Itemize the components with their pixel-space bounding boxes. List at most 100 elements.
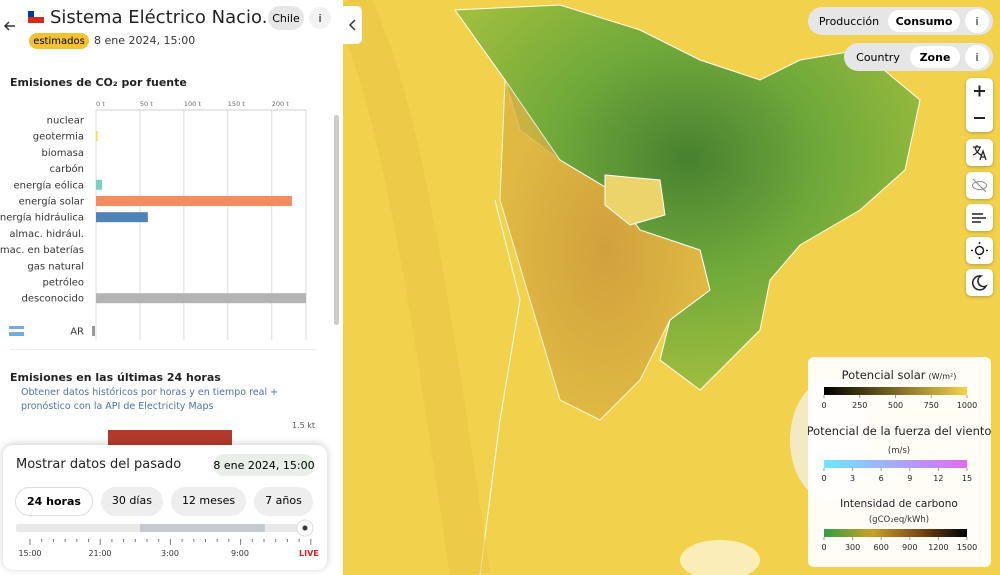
time-label: 3:00 xyxy=(161,549,179,558)
info-button[interactable]: i xyxy=(965,9,989,33)
bar xyxy=(96,293,306,304)
info-button[interactable]: i xyxy=(309,7,331,29)
category-label: energía eólica xyxy=(14,179,84,191)
x-tick-label: 150 t xyxy=(228,100,245,108)
datetime: 8 ene 2024, 15:00 xyxy=(94,34,196,47)
bar xyxy=(96,131,98,142)
time-label: 15:00 xyxy=(18,549,41,558)
range-buttons: 24 horas 30 días 12 meses 7 años xyxy=(15,487,313,516)
timeline-range[interactable] xyxy=(140,524,265,532)
time-label: 21:00 xyxy=(88,549,111,558)
country-button[interactable]: Chile xyxy=(268,6,304,30)
chart-title: Emisiones de CO₂ por fuente xyxy=(10,76,187,89)
sun-icon xyxy=(302,525,308,531)
language-button[interactable] xyxy=(966,139,993,166)
x-tick-label: 200 t xyxy=(272,100,289,108)
toggle-option[interactable]: Zone xyxy=(910,46,960,68)
category-label: geotermia xyxy=(33,132,84,143)
bar xyxy=(96,179,103,190)
range-button[interactable]: 30 días xyxy=(100,487,163,516)
toggle-option[interactable]: Country xyxy=(856,50,900,64)
scope-toggle: Country Zone i xyxy=(844,43,993,71)
estimated-badge: estimados xyxy=(29,33,89,49)
legend-tick-label: 300 xyxy=(845,543,860,552)
category-label: biomasa xyxy=(42,148,84,159)
legend-tick-label: 1500 xyxy=(957,543,977,552)
legend-scale xyxy=(824,529,967,537)
category-label: almac. hidrául. xyxy=(9,228,84,240)
past-title: Mostrar datos del pasado xyxy=(16,457,182,472)
theme-button[interactable] xyxy=(966,269,993,296)
legend-unit: (m/s) xyxy=(888,446,910,456)
live-label: LIVE xyxy=(299,549,319,558)
bar xyxy=(96,212,148,223)
solar-button[interactable] xyxy=(966,237,993,264)
legend-scale xyxy=(824,387,967,395)
timeline: 15:00 21:00 3:00 9:00 LIVE xyxy=(16,519,319,558)
legend-scale xyxy=(824,460,967,468)
past-datetime: 8 ene 2024, 15:00 xyxy=(213,454,315,476)
legend-tick-label: 0 xyxy=(821,474,826,483)
history-title: Emisiones en las últimas 24 horas xyxy=(10,371,221,384)
legend-tick-label: 15 xyxy=(962,474,972,483)
history-bars xyxy=(108,430,232,445)
range-button[interactable]: 24 horas xyxy=(15,487,93,516)
y-tick-label: 1.5 kt xyxy=(292,421,316,430)
category-label: desconocido xyxy=(21,294,84,305)
category-label: nuclear xyxy=(47,116,85,127)
legend-tick-label: 0 xyxy=(821,543,826,552)
range-button[interactable]: 7 años xyxy=(254,487,313,516)
legend-tick-label: 500 xyxy=(888,401,903,410)
x-tick-label: 50 t xyxy=(140,100,153,108)
range-button[interactable]: 12 meses xyxy=(170,487,247,516)
legend-tick-label: 3 xyxy=(850,474,855,483)
legend-title-text: Potencial solar xyxy=(842,368,926,382)
api-link[interactable]: Obtener datos históricos por horas y en … xyxy=(21,387,279,412)
x-tick-label: 100 t xyxy=(184,100,201,108)
wind-button[interactable] xyxy=(966,204,993,231)
category-label: AR xyxy=(70,327,84,338)
mode-toggle: Producción Consumo i xyxy=(808,7,993,35)
legend-unit: (gCO₂eq/kWh) xyxy=(869,515,929,525)
category-label: energía solar xyxy=(19,196,85,208)
scrollbar[interactable] xyxy=(334,115,339,325)
legend-tick-label: 1200 xyxy=(928,543,948,552)
emissions-chart: 0 t 50 t 100 t 150 t 200 t nuclear geotermia bi… xyxy=(0,100,307,340)
exchange-marker xyxy=(92,326,95,336)
legend-tick-label: 750 xyxy=(924,401,939,410)
zoom-controls xyxy=(966,78,993,132)
zoom-in[interactable] xyxy=(974,85,985,97)
time-label: 9:00 xyxy=(231,549,249,558)
legend-unit: (W/m²) xyxy=(929,372,957,381)
legend-tick-label: 6 xyxy=(879,474,884,483)
divider xyxy=(10,349,316,350)
legend-tick-label: 9 xyxy=(907,474,912,483)
zone-title: Sistema Eléctrico Nacio... xyxy=(50,7,279,28)
category-label: energía hidráulica xyxy=(0,212,84,224)
flag-stripe xyxy=(9,329,24,332)
legend-tick-label: 12 xyxy=(933,474,943,483)
collapse-button[interactable] xyxy=(343,6,362,44)
category-label: gas natural xyxy=(27,261,84,272)
info-button[interactable]: i xyxy=(965,45,989,69)
back-arrow[interactable] xyxy=(2,18,18,34)
toggle-option[interactable]: Consumo xyxy=(888,10,960,32)
legend-panel: Potencial solar (W/m²) 0 250 500 750 1000 Poten… xyxy=(808,357,991,567)
legend-tick-label: 900 xyxy=(902,543,917,552)
category-label: carbón xyxy=(49,163,84,175)
category-label: almac. en baterías xyxy=(0,244,84,256)
x-tick-label: 0 t xyxy=(96,100,105,108)
bar xyxy=(96,196,292,206)
side-panel: Sistema Eléctrico Nacio... Chile i estim… xyxy=(0,0,343,575)
legend-tick-label: 250 xyxy=(852,401,867,410)
legend-tick-label: 600 xyxy=(874,543,889,552)
legend-title: Intensidad de carbono xyxy=(840,498,958,510)
legend-title: Potencial de la fuerza del viento xyxy=(808,424,991,438)
legend-title: Potencial solar (W/m²) xyxy=(842,368,957,382)
legend-tick-label: 1000 xyxy=(957,401,977,410)
past-panel: Mostrar datos del pasado 8 ene 2024, 15:… xyxy=(3,445,327,570)
toggle-option[interactable]: Producción xyxy=(818,14,880,28)
category-label: petróleo xyxy=(43,277,84,289)
visibility-button[interactable] xyxy=(966,172,993,199)
